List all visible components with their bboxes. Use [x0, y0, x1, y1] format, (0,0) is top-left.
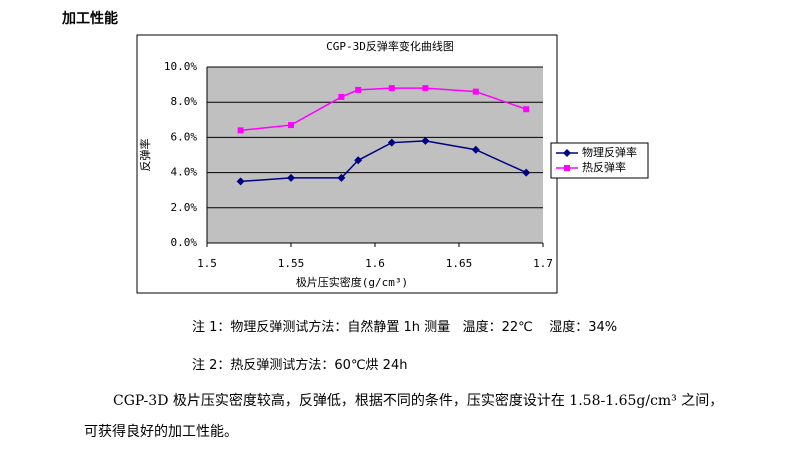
y-tick-label: 6.0%	[171, 130, 198, 143]
data-line	[240, 87, 527, 132]
chart: CGP-3D反弹率变化曲线图 极片压实密度(g/cm³) 反弹率 0.0% 2.0…	[136, 34, 649, 294]
legend-box	[550, 142, 649, 179]
y-tick-label: 0.0%	[171, 236, 198, 249]
y-tick-label: 10.0%	[164, 60, 197, 73]
data-point	[523, 106, 530, 113]
data-point	[522, 168, 531, 177]
data-line	[240, 140, 527, 183]
y-axis-label: 反弹率	[138, 139, 152, 172]
data-point	[471, 145, 480, 154]
x-tick-label: 1.65	[446, 257, 473, 270]
x-axis-label: 极片压实密度(g/cm³)	[296, 275, 408, 289]
x-tick-label: 1.5	[197, 257, 217, 270]
x-tick-label: 1.55	[278, 257, 305, 270]
data-point	[287, 173, 295, 182]
data-point	[421, 136, 430, 145]
note: 注 2：热反弹测试方法：60℃烘 24h	[192, 358, 408, 373]
data-point	[422, 85, 429, 92]
data-point	[472, 88, 479, 95]
legend-label: 物理反弹率	[582, 145, 637, 159]
data-point	[355, 86, 362, 93]
y-tick-label: 4.0%	[171, 166, 198, 179]
data-point	[288, 122, 294, 129]
paragraph: CGP-3D 极片压实密度较高，反弹低，根据不同的条件，压实密度设计在 1.58…	[84, 393, 724, 440]
x-tick-label: 1.6	[365, 257, 385, 270]
legend-label: 热反弹率	[582, 160, 626, 174]
legend-marker	[564, 165, 570, 171]
plot-area	[207, 67, 543, 243]
data-point	[236, 177, 245, 186]
y-tick-label: 8.0%	[171, 95, 198, 108]
data-point	[237, 127, 244, 134]
data-point	[338, 93, 345, 100]
y-tick-label: 2.0%	[171, 201, 198, 214]
chart-title: CGP-3D反弹率变化曲线图	[326, 39, 454, 53]
x-tick-label: 1.7	[533, 257, 553, 270]
data-point	[354, 156, 363, 165]
note: 注 1：物理反弹测试方法：自然静置 1h 测量 温度：22℃ 湿度：34%	[192, 320, 618, 335]
data-point	[388, 85, 395, 92]
legend-marker	[563, 149, 571, 157]
data-point	[337, 173, 346, 182]
heading: 加工性能	[62, 11, 118, 27]
data-point	[387, 138, 396, 147]
